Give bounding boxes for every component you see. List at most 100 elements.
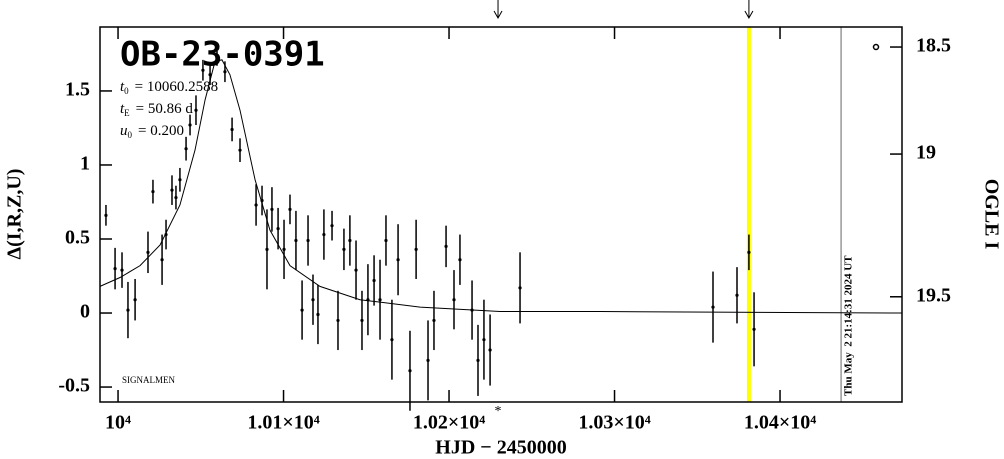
data-point — [432, 318, 436, 323]
data-point — [316, 312, 320, 317]
data-point — [282, 247, 286, 251]
data-point — [113, 267, 117, 271]
data-point — [208, 73, 212, 77]
underlay: Thu May 2 21:14:31 2024 UT — [746, 27, 855, 402]
y-tick-label: 0.5 — [65, 227, 90, 249]
data-point — [306, 238, 310, 243]
data-point — [354, 268, 358, 272]
data-point — [360, 318, 364, 323]
x-axis-label: HJD − 2450000 — [435, 437, 566, 459]
plot-frame — [99, 26, 903, 403]
data-point — [164, 232, 168, 237]
param-subscript: 0 — [128, 130, 133, 140]
data-point — [342, 247, 346, 251]
data-point — [390, 338, 394, 342]
data-point — [476, 358, 480, 362]
data-point — [458, 258, 462, 262]
data-point — [372, 278, 376, 283]
data-point — [330, 224, 334, 228]
data-point — [254, 203, 258, 207]
data-point — [294, 238, 298, 243]
y2-axis-label: OGLE I — [980, 179, 1002, 250]
data-point — [160, 258, 164, 262]
data-point — [260, 198, 264, 203]
data-point — [300, 308, 304, 312]
param-value: = 50.86 d — [136, 101, 194, 117]
data-point — [482, 338, 486, 342]
data-point — [223, 70, 227, 74]
data-point — [238, 148, 242, 152]
y2-tick-label: 19 — [916, 142, 936, 164]
parameter: tE = 50.86 d — [120, 101, 193, 118]
data-point — [133, 298, 137, 302]
param-subscript: E — [124, 108, 130, 118]
model-curve — [99, 59, 903, 314]
param-value: = 0.200 — [138, 123, 184, 139]
x-tick-label: 10⁴ — [105, 412, 131, 434]
data-point — [188, 123, 192, 127]
data-point — [184, 147, 188, 151]
data-point — [276, 227, 280, 231]
param-value: = 10060.2588 — [135, 79, 218, 95]
data-point — [426, 358, 430, 362]
data-point — [488, 348, 492, 352]
data-point — [322, 232, 326, 237]
param-symbol: t — [120, 79, 125, 95]
data-point — [170, 188, 174, 192]
param-symbol: u — [120, 123, 128, 139]
data-point — [408, 369, 412, 373]
data-point — [336, 318, 340, 323]
data-point — [126, 308, 130, 312]
data-point — [194, 108, 198, 112]
data-point — [104, 213, 108, 217]
data-point — [518, 286, 522, 290]
data-point — [288, 207, 292, 211]
note: SIGNALMEN — [122, 375, 175, 385]
param-subscript: 0 — [124, 86, 129, 96]
data-point — [444, 244, 448, 249]
y-tick-label: -0.5 — [58, 375, 90, 397]
y-axis-label: Δ(I,R,Z,U) — [4, 169, 26, 260]
x-tick-label: 1.02×10⁴ — [413, 412, 485, 434]
asterisk: * — [495, 404, 502, 419]
x-tick-label: 1.04×10⁴ — [744, 412, 816, 434]
y-tick-label: 0 — [80, 301, 90, 323]
arrow — [493, 0, 503, 20]
data-point — [151, 190, 155, 194]
x-tick-label: 1.01×10⁴ — [247, 412, 319, 434]
parameter: t0 = 10060.2588 — [120, 79, 218, 96]
data-point — [366, 298, 370, 302]
arrow — [744, 0, 754, 20]
data-point — [270, 207, 274, 211]
y-tick-label: 1 — [80, 153, 90, 175]
data-point — [384, 238, 388, 243]
data-point — [470, 308, 474, 312]
data-point — [178, 178, 182, 182]
param-symbol: t — [120, 101, 125, 117]
data-point — [735, 293, 739, 297]
y-tick-label: 1.5 — [65, 79, 90, 101]
data-point — [201, 68, 205, 72]
data-point — [230, 127, 234, 132]
data-point — [120, 268, 124, 272]
y2-tick-label: 18.5 — [916, 35, 951, 57]
data-point — [265, 247, 269, 251]
y2-tick-label: 19.5 — [916, 284, 951, 306]
data-point — [311, 298, 315, 302]
data-point — [174, 195, 178, 200]
data-point — [396, 258, 400, 262]
data-point — [711, 305, 715, 309]
data-point — [452, 298, 456, 302]
chart-title: OB-23-0391 — [120, 35, 325, 75]
data-point — [747, 250, 751, 254]
x-tick-label: 1.03×10⁴ — [578, 412, 650, 434]
data-point — [215, 56, 219, 60]
data-point — [348, 238, 352, 243]
data-point — [146, 250, 150, 254]
timestamp: Thu May 2 21:14:31 2024 UT — [843, 255, 855, 396]
data-point — [378, 298, 382, 302]
parameter: u0 = 0.200 — [120, 123, 184, 140]
data-point — [752, 327, 756, 331]
indicator — [872, 43, 880, 51]
